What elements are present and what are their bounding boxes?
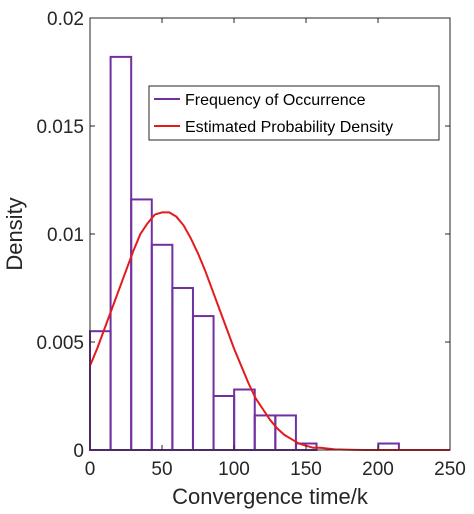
- histogram-bar: [274, 414, 297, 452]
- y-tick-label: 0.02: [47, 9, 84, 30]
- x-tick-label: 250: [434, 459, 466, 480]
- histogram-bar: [212, 395, 236, 451]
- histogram-bar: [89, 330, 112, 452]
- legend-label-frequency: Frequency of Occurrence: [185, 92, 366, 109]
- histogram-bar: [109, 55, 133, 451]
- legend-label-density: Estimated Probability Density: [185, 119, 393, 136]
- histogram-bar: [171, 287, 194, 451]
- histogram-bar: [150, 243, 174, 451]
- legend-box: [148, 85, 440, 141]
- x-tick-label: 0: [85, 459, 96, 480]
- x-tick-label: 200: [362, 459, 394, 480]
- y-tick-label: 0.01: [47, 225, 84, 246]
- x-tick-label: 50: [151, 459, 172, 480]
- x-tick-label: 100: [218, 459, 250, 480]
- histogram-bar: [233, 388, 256, 451]
- y-axis-title: Density: [2, 197, 27, 270]
- histogram-bar: [191, 315, 215, 451]
- histogram-bar: [253, 414, 277, 452]
- histogram-bar: [130, 198, 153, 451]
- density-curve-line: [89, 211, 450, 451]
- legend: Frequency of Occurrence Estimated Probab…: [148, 85, 440, 141]
- axes-frame: [89, 17, 451, 451]
- x-axis-ticks: 0 50 100 150 200 250: [85, 18, 466, 480]
- y-tick-label: 0.005: [36, 333, 84, 354]
- plot-area: [89, 17, 451, 452]
- y-tick-label: 0: [73, 441, 84, 462]
- y-tick-label: 0.015: [36, 117, 84, 138]
- y-axis-ticks: 0 0.005 0.01 0.015 0.02: [36, 9, 450, 462]
- x-axis-title: Convergence time/k: [172, 484, 369, 509]
- x-tick-label: 150: [290, 459, 322, 480]
